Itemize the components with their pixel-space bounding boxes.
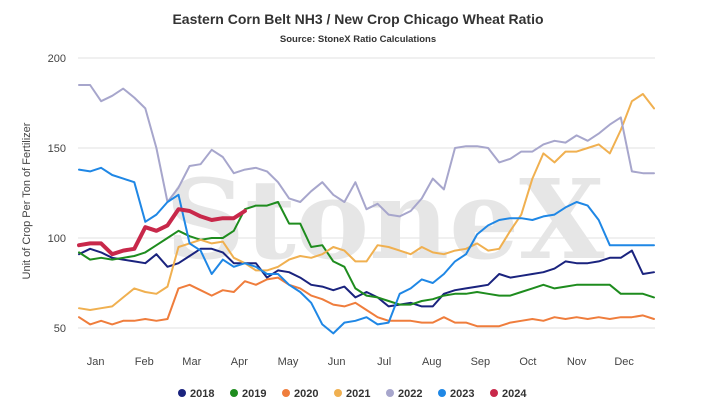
x-tick-label: Nov [567,356,587,368]
series-line-2021 [78,93,655,311]
x-tick-label: Jan [87,356,105,368]
legend: 2018 2019 2020 2021 2022 2023 2024 [178,388,527,400]
legend-item-2024[interactable]: 2024 [490,388,527,400]
y-tick-label: 50 [54,323,66,335]
legend-label: 2018 [190,388,214,400]
legend-marker [334,389,342,397]
legend-marker [386,389,394,397]
x-tick-label: Apr [231,356,248,368]
legend-marker [490,389,498,397]
legend-item-2021[interactable]: 2021 [334,388,370,400]
legend-marker [438,389,446,397]
x-tick-label: Aug [422,356,442,368]
x-tick-label: Feb [135,356,154,368]
series-lines [77,84,655,335]
y-axis-label: Unit of Crop Per Ton of Fertilizer [21,122,33,279]
legend-item-2023[interactable]: 2023 [438,388,474,400]
legend-marker [178,389,186,397]
series-line-2023 [78,166,655,335]
x-tick-label: Oct [519,356,536,368]
y-tick-label: 100 [48,233,66,245]
legend-label: 2024 [502,388,527,400]
series-line-2018 [78,247,655,308]
x-axis-ticks: Jan Feb Mar Apr May Jun Jul Aug Sep Oct Nov Dec [87,356,635,368]
legend-item-2018[interactable]: 2018 [178,388,214,400]
y-tick-label: 150 [48,143,66,155]
legend-label: 2022 [398,388,422,400]
series-line-2020 [78,276,655,328]
legend-marker [282,389,290,397]
series-line-2022 [78,84,655,218]
grid [78,57,655,329]
legend-marker [230,389,238,397]
x-tick-label: May [278,356,299,368]
chart-title: Eastern Corn Belt NH3 / New Crop Chicago… [172,11,543,27]
series-line-2019 [78,201,655,306]
legend-item-2020[interactable]: 2020 [282,388,318,400]
series-line-2024 [77,207,247,257]
legend-label: 2019 [242,388,266,400]
x-tick-label: Jun [328,356,346,368]
legend-label: 2020 [294,388,318,400]
x-tick-label: Dec [614,356,634,368]
legend-label: 2023 [450,388,474,400]
x-tick-label: Sep [471,356,491,368]
legend-item-2019[interactable]: 2019 [230,388,266,400]
legend-item-2022[interactable]: 2022 [386,388,422,400]
y-tick-label: 200 [48,53,66,65]
x-tick-label: Mar [182,356,201,368]
legend-label: 2021 [346,388,370,400]
chart-subtitle: Source: StoneX Ratio Calculations [280,34,436,45]
x-tick-label: Jul [377,356,391,368]
y-axis-ticks: 50 100 150 200 [48,53,66,335]
